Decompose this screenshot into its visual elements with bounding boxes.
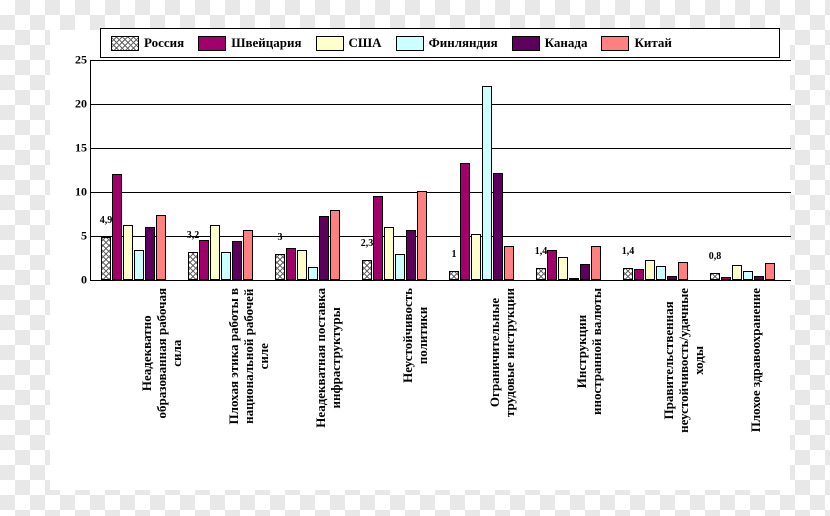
legend-item: Финляндия	[396, 35, 498, 51]
legend-item: США	[316, 35, 382, 51]
bar	[286, 248, 296, 280]
data-label: 1,4	[535, 246, 548, 257]
legend-label: Китай	[634, 35, 671, 51]
bar	[101, 237, 111, 280]
bar	[471, 234, 481, 280]
bar	[188, 252, 198, 280]
y-tick-label: 10	[75, 185, 87, 200]
bar	[558, 257, 568, 280]
legend-label: США	[349, 35, 382, 51]
data-label: 1	[452, 249, 457, 260]
x-tick-label: Плохое здравоохранение	[749, 288, 764, 432]
bar-group: 0,8	[710, 60, 775, 280]
legend-swatch	[316, 36, 344, 51]
bar	[667, 276, 677, 280]
bar	[449, 271, 459, 280]
plot-area: 05101520254,9Неадекватно образованная ра…	[90, 60, 791, 281]
bar	[232, 241, 242, 280]
bar	[417, 191, 427, 280]
legend-label: Канада	[545, 35, 588, 51]
bar	[645, 260, 655, 280]
x-tick-label: Правительственная неустойчивость/удачные…	[662, 288, 707, 433]
bar	[656, 266, 666, 280]
bar	[504, 246, 514, 280]
bar	[199, 240, 209, 280]
bar-group: 2,3	[362, 60, 427, 280]
data-label: 1,4	[622, 246, 635, 257]
bar	[395, 254, 405, 280]
bar	[210, 225, 220, 280]
bar	[156, 215, 166, 280]
y-tick-label: 0	[81, 273, 87, 288]
bar	[243, 230, 253, 280]
legend-item: Канада	[512, 35, 588, 51]
bar	[145, 227, 155, 280]
legend-label: Финляндия	[429, 35, 498, 51]
x-tick-label: Ограничительные трудовые инструкции	[488, 288, 518, 417]
data-label: 4,9	[100, 215, 113, 226]
bar	[384, 227, 394, 280]
bar	[319, 216, 329, 280]
legend-label: Швейцария	[231, 35, 301, 51]
y-tick-label: 15	[75, 141, 87, 156]
bar	[732, 265, 742, 280]
data-label: 2,3	[361, 238, 374, 249]
legend-swatch	[198, 36, 226, 51]
bar-group: 4,9	[101, 60, 166, 280]
bar	[297, 250, 307, 280]
x-tick-label: Неадекватно образованная рабочая сила	[140, 288, 185, 418]
bar	[493, 173, 503, 280]
bar	[569, 278, 579, 280]
bar	[634, 269, 644, 280]
bar	[580, 264, 590, 280]
bar	[754, 276, 764, 280]
bar	[112, 174, 122, 280]
bar	[721, 277, 731, 280]
bar	[308, 267, 318, 280]
x-tick-label: Неустойчивость политики	[401, 288, 431, 383]
legend-swatch	[396, 36, 424, 51]
x-tick-label: Инструкции иностранной валюты	[575, 288, 605, 415]
bar	[406, 230, 416, 280]
bar-group: 1	[449, 60, 514, 280]
legend-swatch	[111, 36, 139, 51]
bar-group: 3	[275, 60, 340, 280]
bar-group: 1,4	[536, 60, 601, 280]
bar	[460, 163, 470, 280]
legend-item: Китай	[601, 35, 671, 51]
x-tick-label: Неадекватная поставка инфраструктуры	[314, 288, 344, 428]
bar	[623, 268, 633, 280]
bar-group: 1,4	[623, 60, 688, 280]
bar	[330, 210, 340, 280]
bar	[547, 250, 557, 280]
bar	[362, 260, 372, 280]
bar	[275, 254, 285, 280]
data-label: 3,2	[187, 230, 200, 241]
bar-group: 3,2	[188, 60, 253, 280]
bar	[591, 246, 601, 280]
bar	[765, 263, 775, 280]
bar	[678, 262, 688, 280]
bar	[221, 252, 231, 280]
legend-label: Россия	[144, 35, 184, 51]
bar	[134, 250, 144, 280]
bar	[710, 273, 720, 280]
legend: Россия Швейцария США Финляндия Канада Китай	[100, 28, 780, 58]
y-tick-label: 5	[81, 229, 87, 244]
y-tick-label: 25	[75, 53, 87, 68]
data-label: 3	[278, 232, 283, 243]
y-tick-label: 20	[75, 97, 87, 112]
bar	[123, 225, 133, 280]
legend-item: Россия	[111, 35, 184, 51]
x-tick-label: Плохая этика работы в национальной рабоч…	[227, 288, 272, 424]
chart-container: Россия Швейцария США Финляндия Канада Китай 0…	[50, 30, 790, 490]
bar	[536, 268, 546, 280]
data-label: 0,8	[709, 251, 722, 262]
bar	[482, 86, 492, 280]
bar	[373, 196, 383, 280]
legend-swatch	[601, 36, 629, 51]
bar	[743, 271, 753, 280]
legend-item: Швейцария	[198, 35, 301, 51]
legend-swatch	[512, 36, 540, 51]
